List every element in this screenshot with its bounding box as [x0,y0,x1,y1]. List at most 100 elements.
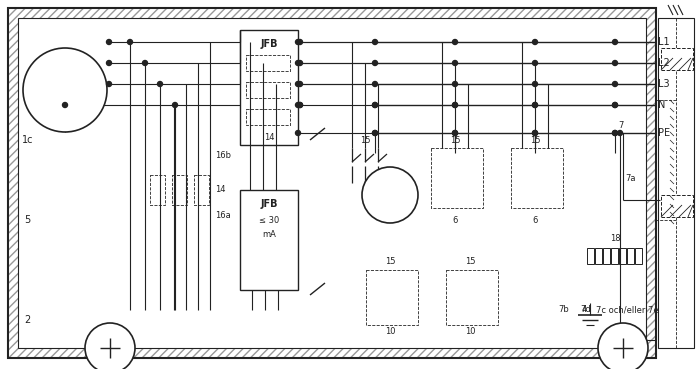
Bar [658,18,694,348]
Bar [246,109,290,125]
Bar [366,270,418,325]
Bar [150,175,165,205]
Text: 6: 6 [532,215,538,224]
Circle shape [106,82,111,86]
Text: 14: 14 [264,132,274,141]
Text: 15: 15 [465,258,475,266]
Bar [627,248,634,264]
Circle shape [362,167,418,223]
Bar [511,148,563,208]
Text: 13: 13 [362,192,372,200]
Circle shape [612,82,617,86]
Text: N: N [658,100,666,110]
Bar [240,190,298,290]
Circle shape [295,39,300,45]
Bar [194,175,209,205]
Text: PE: PE [658,128,670,138]
Circle shape [452,131,458,135]
Circle shape [598,323,648,369]
Circle shape [127,39,132,45]
Circle shape [295,82,300,86]
Text: 15: 15 [360,135,370,145]
Circle shape [533,131,538,135]
Circle shape [298,103,302,107]
Circle shape [617,131,622,135]
Text: 1c: 1c [22,135,34,145]
Circle shape [533,39,538,45]
Circle shape [533,103,538,107]
Text: 2: 2 [24,315,30,325]
Circle shape [298,82,302,86]
Circle shape [106,39,111,45]
Circle shape [106,61,111,66]
Bar [595,248,602,264]
Circle shape [612,61,617,66]
Text: 6: 6 [452,215,458,224]
Circle shape [533,61,538,66]
Circle shape [372,39,377,45]
Text: M: M [384,189,396,201]
Text: 7d: 7d [580,306,591,314]
Bar [246,55,290,71]
Bar [635,248,642,264]
Circle shape [533,103,538,107]
Circle shape [612,131,617,135]
Text: JFB: JFB [260,199,278,209]
Circle shape [533,131,538,135]
Circle shape [295,131,300,135]
Text: 16a: 16a [215,210,231,220]
Text: ≤ 30: ≤ 30 [259,215,279,224]
Circle shape [158,82,162,86]
Text: 14: 14 [215,184,225,193]
Text: 7a: 7a [625,173,636,183]
Circle shape [452,61,458,66]
Circle shape [295,61,300,66]
Text: 15: 15 [449,135,460,145]
Text: L1: L1 [658,37,670,47]
Text: 10: 10 [465,328,475,337]
Circle shape [295,103,300,107]
Circle shape [612,131,617,135]
Circle shape [62,103,67,107]
Circle shape [452,39,458,45]
Circle shape [612,39,617,45]
Bar [172,175,187,205]
Text: 5: 5 [24,215,30,225]
Bar [587,248,594,264]
Circle shape [372,103,377,107]
Circle shape [372,103,377,107]
Bar [18,18,646,348]
Circle shape [612,103,617,107]
Bar [603,248,610,264]
Circle shape [23,48,107,132]
Text: 15: 15 [385,258,396,266]
Text: L2: L2 [658,58,670,68]
Circle shape [298,39,302,45]
Text: 7: 7 [618,121,624,130]
Bar [246,82,290,98]
Circle shape [372,82,377,86]
Circle shape [298,103,302,107]
Text: 18: 18 [610,234,620,242]
Circle shape [172,103,178,107]
Text: 15: 15 [530,135,540,145]
Circle shape [85,323,135,369]
Text: 16b: 16b [215,151,231,159]
Text: 7c och/eller 7e: 7c och/eller 7e [596,306,659,314]
Circle shape [452,103,458,107]
Text: 7b: 7b [558,306,568,314]
Circle shape [452,82,458,86]
Bar [240,30,298,145]
Circle shape [452,103,458,107]
Bar [611,248,618,264]
Circle shape [143,61,148,66]
Circle shape [533,82,538,86]
Bar [431,148,483,208]
Text: 4: 4 [582,306,587,314]
Bar [661,48,693,70]
Text: L3: L3 [658,79,670,89]
Circle shape [372,131,377,135]
Circle shape [612,103,617,107]
Circle shape [372,61,377,66]
Text: JFB: JFB [260,39,278,49]
